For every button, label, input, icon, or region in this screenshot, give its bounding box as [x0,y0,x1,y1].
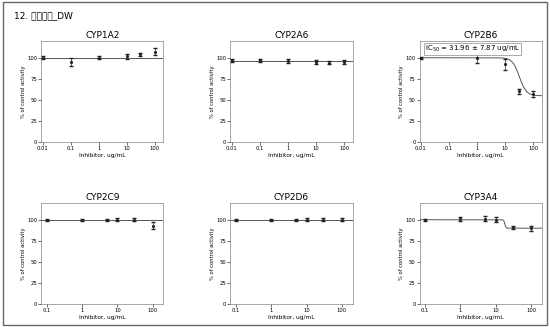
Y-axis label: % of control activity: % of control activity [20,65,25,118]
Y-axis label: % of control activity: % of control activity [399,227,404,280]
Title: CYP3A4: CYP3A4 [464,193,498,202]
Text: IC$_{50}$ = 31.96 ± 7.87 ug/mL: IC$_{50}$ = 31.96 ± 7.87 ug/mL [425,44,520,54]
Title: CYP1A2: CYP1A2 [85,31,119,40]
X-axis label: Inhibitor, ug/mL: Inhibitor, ug/mL [79,315,125,320]
X-axis label: Inhibitor, ug/mL: Inhibitor, ug/mL [79,153,125,158]
Text: 12. 쓸팔메토_DW: 12. 쓸팔메토_DW [14,11,73,21]
X-axis label: Inhibitor, ug/mL: Inhibitor, ug/mL [268,315,315,320]
Y-axis label: % of control activity: % of control activity [20,227,25,280]
Title: CYP2A6: CYP2A6 [274,31,309,40]
Y-axis label: % of control activity: % of control activity [399,65,404,118]
Title: CYP2D6: CYP2D6 [274,193,309,202]
Title: CYP2B6: CYP2B6 [464,31,498,40]
X-axis label: Inhibitor, ug/mL: Inhibitor, ug/mL [458,153,504,158]
Y-axis label: % of control activity: % of control activity [210,227,215,280]
Y-axis label: % of control activity: % of control activity [210,65,215,118]
X-axis label: Inhibitor, ug/mL: Inhibitor, ug/mL [268,153,315,158]
X-axis label: Inhibitor, ug/mL: Inhibitor, ug/mL [458,315,504,320]
Title: CYP2C9: CYP2C9 [85,193,119,202]
